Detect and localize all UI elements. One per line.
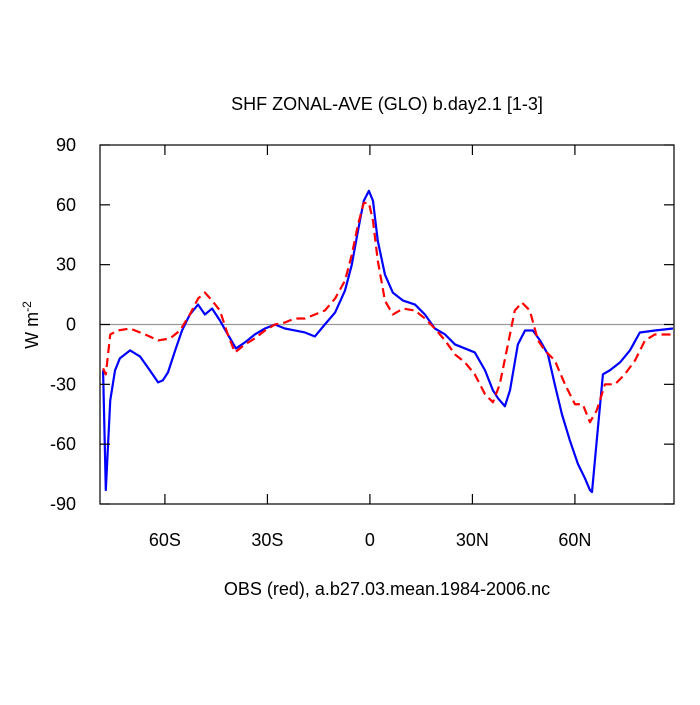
- x-tick-label: 30N: [456, 530, 489, 550]
- x-tick-label: 60S: [149, 530, 181, 550]
- y-tick-label: 0: [66, 315, 76, 335]
- y-axis-label-superscript: -2: [20, 301, 34, 312]
- data-line: [101, 189, 674, 494]
- x-tick-label: 0: [365, 530, 375, 550]
- x-axis-label: OBS (red), a.b27.03.mean.1984-2006.nc: [224, 579, 550, 599]
- y-tick-label: -30: [50, 374, 76, 394]
- y-tick-label: 30: [56, 255, 76, 275]
- x-tick-label: 60N: [558, 530, 591, 550]
- y-tick-label: -90: [50, 494, 76, 514]
- chart-title: SHF ZONAL-AVE (GLO) b.day2.1 [1-3]: [231, 94, 543, 114]
- y-axis-label: W m-2: [20, 301, 42, 349]
- data-line: [102, 201, 672, 424]
- y-tick-label: -60: [50, 434, 76, 454]
- y-axis-label-text: W m: [22, 312, 42, 349]
- y-tick-label: 90: [56, 135, 76, 155]
- y-tick-label: 60: [56, 195, 76, 215]
- x-tick-label: 30S: [251, 530, 283, 550]
